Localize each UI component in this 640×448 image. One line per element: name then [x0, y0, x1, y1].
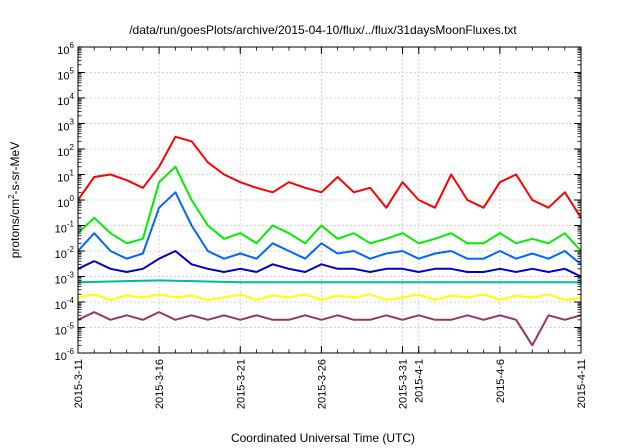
y-tick-label: 104: [57, 92, 74, 108]
series-line-0: [77, 135, 582, 219]
series-line-1: [77, 165, 582, 252]
series-line-6: [77, 311, 582, 347]
y-tick-label: 101: [57, 169, 74, 185]
y-tick-label: 106: [57, 41, 74, 57]
y-tick-label: 103: [57, 118, 74, 134]
series-line-5: [77, 293, 582, 301]
y-tick-label: 10-2: [55, 245, 75, 261]
series-lines: [77, 135, 582, 347]
series-line-3: [77, 250, 582, 278]
x-tick-label: 2015-3-31: [398, 359, 410, 409]
y-tick-label: 10-4: [55, 296, 75, 312]
y-tick-label: 10-5: [55, 322, 75, 338]
y-tick-label: 102: [57, 143, 74, 159]
x-tick-label: 2015-3-16: [154, 359, 166, 409]
y-tick-label: 100: [57, 194, 74, 210]
series-line-4: [77, 279, 581, 284]
y-axis-label-suffix: -s-sr-MeV: [8, 142, 22, 195]
chart-title: /data/run/goesPlots/archive/2015-04-10/f…: [129, 23, 517, 37]
x-axis-label: Coordinated Universal Time (UTC): [231, 431, 415, 445]
x-tick-label: 2015-3-21: [235, 359, 247, 409]
x-tick-label: 2015-3-26: [316, 359, 328, 409]
x-tick-label: 2015-3-11: [73, 359, 85, 408]
y-tick-label: 10-6: [55, 347, 75, 363]
x-tick-label: 2015-4-1: [414, 359, 426, 403]
x-axis: 2015-3-11 2015-3-16 2015-3-21 2015-3-26 2015…: [73, 47, 588, 409]
y-tick-label: 10-3: [55, 271, 75, 287]
y-axis: 106 105 104 103 102 101 100 10-1 10-2 10-3 10-4 10-…: [55, 41, 581, 363]
x-tick-label: 2015-4-6: [495, 359, 507, 403]
y-axis-label: protons/cm2-s-sr-MeV: [7, 142, 22, 258]
y-tick-label: 10-1: [55, 220, 75, 236]
y-axis-label-superscript: 2: [7, 194, 16, 199]
y-tick-label: 105: [57, 67, 74, 83]
y-axis-label-prefix: protons/cm: [8, 199, 22, 258]
series-line-2: [77, 191, 582, 266]
x-tick-label: 2015-4-11: [576, 359, 588, 408]
